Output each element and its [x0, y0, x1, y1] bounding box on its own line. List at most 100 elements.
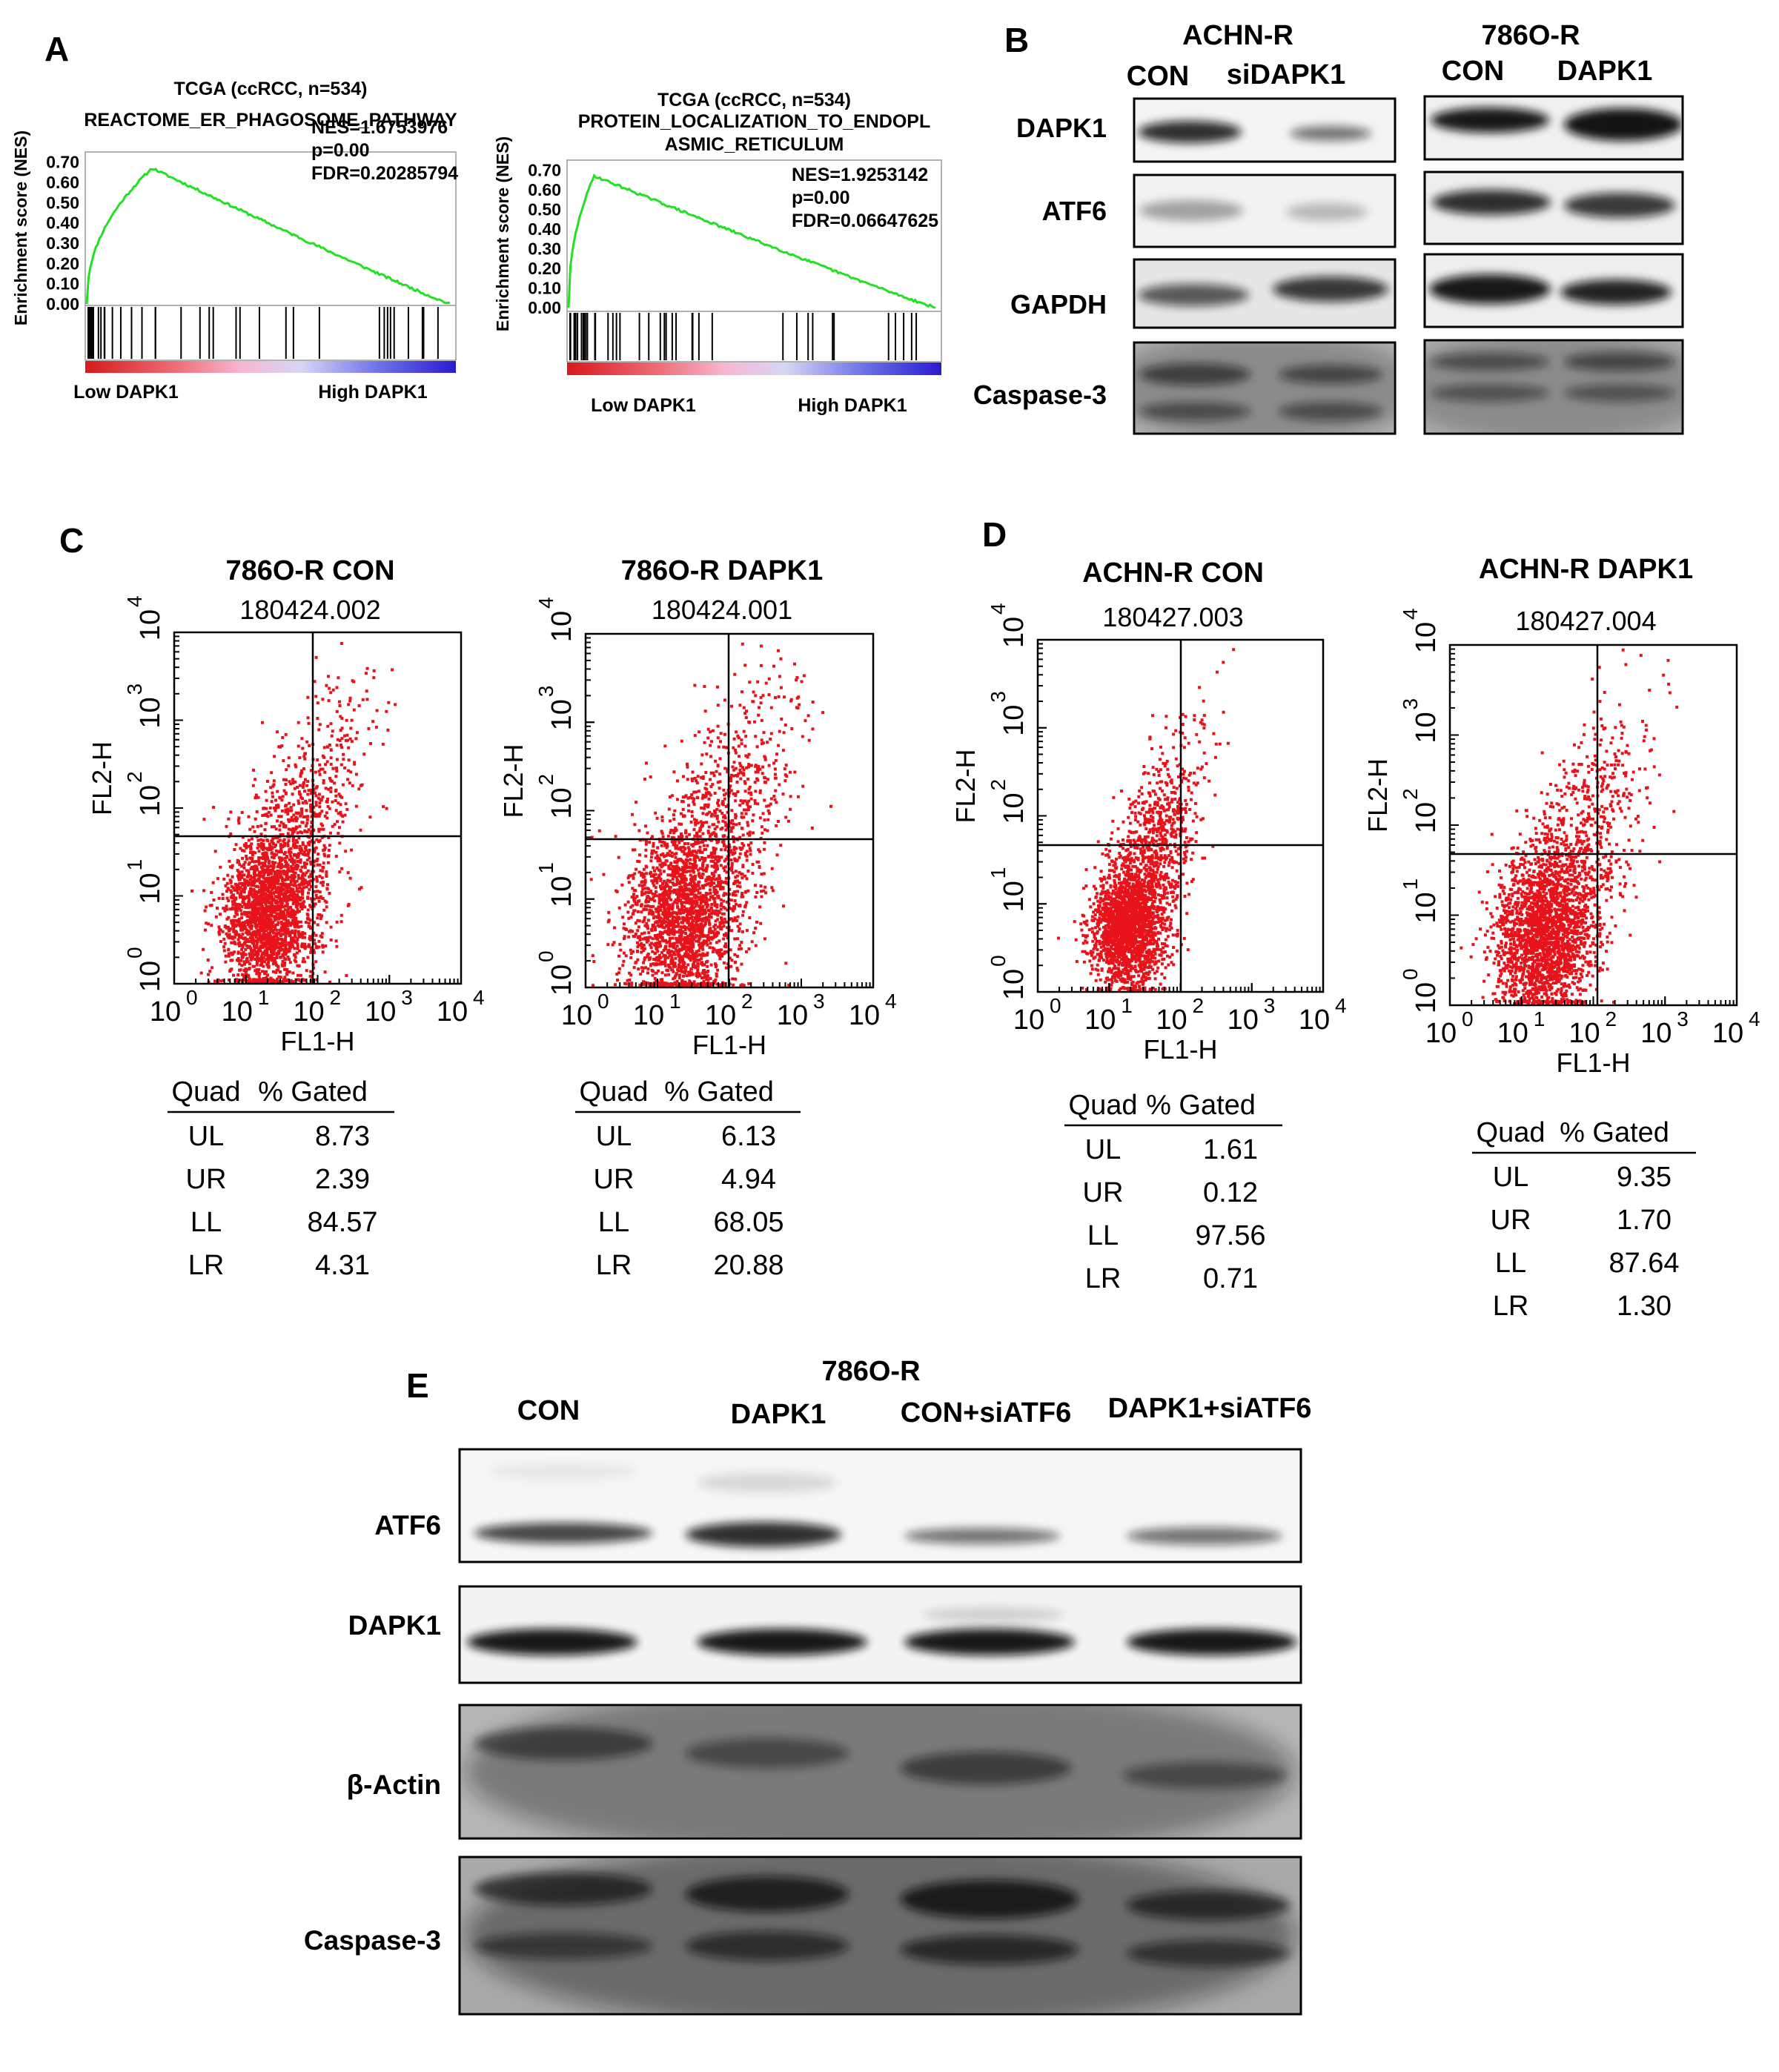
blot-e-lane-label: CON	[517, 1395, 580, 1426]
flow-x-tick-exponent: 4	[885, 990, 897, 1013]
flow-table-header: % Gated	[664, 1076, 774, 1108]
gsea-high-label: High DAPK1	[798, 395, 907, 416]
blot-band	[1139, 363, 1250, 385]
flow-x-tick-exponent: 2	[1193, 994, 1205, 1017]
blot-e-lane-label: DAPK1	[731, 1399, 826, 1430]
blot-band	[465, 1707, 1295, 1837]
flow-x-tick-base: 10	[1156, 1004, 1187, 1036]
panel-letter-b: B	[1004, 21, 1029, 59]
flow-quad-value: 8.73	[315, 1121, 370, 1152]
flow-x-tick-base: 10	[1228, 1004, 1259, 1036]
blot-b-786o-caspase3	[1423, 339, 1684, 435]
blot-band	[474, 1523, 652, 1543]
flow-x-tick-exponent: 3	[1677, 1007, 1689, 1030]
flow-file-id: 180424.002	[239, 595, 380, 625]
panel-b-western-blot: ACHN-R 786O-R CON siDAPK1 CON DAPK1 DAPK1 ATF6 G…	[973, 20, 1684, 435]
gsea-title: PROTEIN_LOCALIZATION_TO_ENDOPL	[578, 111, 931, 132]
flow-y-tick-base: 10	[998, 792, 1030, 824]
flow-y-tick-exponent: 4	[123, 595, 146, 607]
blot-band	[686, 1738, 849, 1768]
flow-y-tick-base: 10	[135, 961, 166, 992]
blot-band	[1127, 1940, 1290, 1967]
flow-y-axis-label: FL2-H	[1362, 758, 1393, 833]
blot-band	[474, 1873, 652, 1905]
flow-dots	[589, 642, 832, 987]
gsea-frame	[85, 151, 457, 361]
flow-table-header: Quad	[580, 1076, 649, 1108]
gsea-title: REACTOME_ER_PHAGOSOME_PATHWAY	[84, 110, 457, 130]
flow-x-tick-exponent: 4	[1335, 994, 1347, 1017]
flow-x-tick-exponent: 4	[1749, 1007, 1760, 1030]
blot-b-786o-gapdh	[1423, 253, 1684, 328]
flow-y-tick-base: 10	[546, 876, 577, 907]
flow-quad-name: UR	[1491, 1205, 1531, 1236]
blot-band	[465, 1858, 1295, 2013]
blot-b-protein-label: GAPDH	[1010, 289, 1107, 320]
flow-y-tick-exponent: 2	[1399, 788, 1422, 800]
flow-plot-title: ACHN-R DAPK1	[1479, 554, 1693, 585]
gsea-y-tick-label: 0.50	[46, 193, 79, 212]
flow-table-header: % Gated	[258, 1076, 368, 1108]
flow-quad-table: Quad % Gated UL 8.73 UR 2.39 LL 84.57 LR 4.31	[168, 1076, 394, 1281]
flow-x-tick-base: 10	[561, 1000, 592, 1031]
flow-x-tick-exponent: 2	[1606, 1007, 1617, 1030]
gsea-y-tick-label: 0.70	[528, 160, 561, 179]
blot-band	[1564, 384, 1675, 402]
gsea-y-tick-label: 0.40	[528, 219, 561, 239]
blot-band	[904, 1528, 1060, 1544]
blot-band	[697, 1472, 838, 1493]
flow-x-tick-base: 10	[1712, 1018, 1743, 1049]
flow-y-tick-base: 10	[998, 617, 1030, 648]
blot-band	[1139, 402, 1250, 421]
flow-x-tick-exponent: 2	[330, 986, 342, 1009]
flow-quad-name: LL	[191, 1207, 222, 1238]
flow-x-tick-base: 10	[1497, 1018, 1528, 1049]
flow-quad-table: Quad % Gated UL 6.13 UR 4.94 LL 68.05 LR 20.88	[575, 1076, 801, 1281]
flow-y-tick-exponent: 3	[987, 691, 1010, 703]
flow-y-tick-exponent: 0	[987, 955, 1010, 967]
blot-e-protein-label: β-Actin	[347, 1770, 441, 1800]
blot-e-protein-label: ATF6	[374, 1510, 441, 1540]
blot-band	[1279, 402, 1382, 421]
blot-b-lane-label: siDAPK1	[1227, 59, 1346, 90]
flow-quad-value: 68.05	[713, 1207, 784, 1238]
blot-e-dapk1	[458, 1585, 1302, 1684]
gsea-y-tick-label: 0.50	[528, 199, 561, 219]
flow-x-tick-exponent: 0	[597, 990, 609, 1013]
gsea-title: ASMIC_RETICULUM	[665, 134, 844, 155]
blot-band	[686, 1931, 849, 1961]
flow-y-tick-exponent: 1	[534, 862, 557, 874]
gsea-y-tick-label: 0.20	[528, 259, 561, 278]
blot-band	[686, 1876, 849, 1912]
flow-y-tick-base: 10	[135, 609, 166, 641]
panel-letter-e: E	[406, 1366, 429, 1405]
flow-dots	[1057, 648, 1236, 992]
flow-x-tick-base: 10	[1568, 1018, 1600, 1049]
gsea-y-axis-label: Enrichment score (NES)	[493, 136, 512, 331]
flow-file-id: 180427.004	[1515, 606, 1656, 636]
blot-band	[1560, 279, 1672, 305]
flow-scatter-plot	[1448, 643, 1738, 1007]
flow-frame	[173, 631, 463, 985]
gsea-y-tick-label: 0.00	[46, 294, 79, 314]
gsea-y-tick-label: 0.70	[46, 153, 79, 172]
flow-quad-name: UL	[188, 1121, 225, 1152]
blot-b-protein-label: ATF6	[1042, 196, 1107, 226]
gsea-y-tick-label: 0.30	[46, 234, 79, 253]
flow-y-tick-exponent: 2	[123, 771, 146, 783]
flow-quad-value: 0.71	[1203, 1263, 1258, 1294]
flow-quad-value: 4.31	[315, 1250, 370, 1281]
panel-a-gsea: TCGA (ccRCC, n=534) REACTOME_ER_PHAGOSOME…	[11, 79, 942, 416]
flow-quad-name: LR	[188, 1250, 225, 1281]
gsea-stat: NES=1.9253142	[792, 165, 928, 185]
flow-table-header: Quad	[1069, 1090, 1138, 1121]
flow-x-tick-exponent: 0	[1050, 994, 1061, 1017]
flow-y-tick-base: 10	[546, 787, 577, 818]
gsea-y-tick-label: 0.10	[46, 274, 79, 294]
gsea-stat: FDR=0.20285794	[311, 163, 458, 184]
flow-x-tick-exponent: 1	[258, 986, 270, 1009]
flow-x-tick-base: 10	[1425, 1018, 1457, 1049]
flow-y-tick-base: 10	[1411, 802, 1442, 833]
flow-table-header: % Gated	[1146, 1090, 1256, 1121]
flow-x-tick-base: 10	[777, 1000, 808, 1031]
